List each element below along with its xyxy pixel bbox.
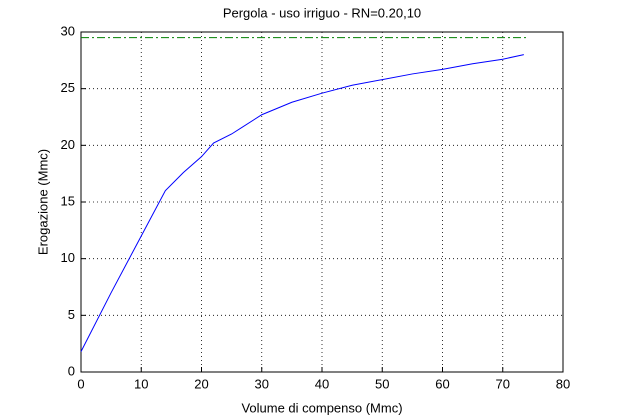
x-tick-label: 50 <box>375 376 389 391</box>
x-tick-label: 70 <box>496 376 510 391</box>
y-tick-label: 30 <box>61 23 75 38</box>
x-tick-label: 0 <box>77 376 84 391</box>
y-tick-label: 5 <box>68 307 75 322</box>
x-tick-label: 30 <box>255 376 269 391</box>
y-tick-label: 20 <box>61 137 75 152</box>
data-line <box>80 54 524 352</box>
y-tick-label: 10 <box>61 250 75 265</box>
x-axis-label: Volume di compenso (Mmc) <box>241 400 402 415</box>
plot-frame <box>80 31 564 373</box>
y-axis-label: Erogazione (Mmc) <box>35 149 50 255</box>
x-tick-label: 20 <box>194 376 208 391</box>
y-tick-label: 15 <box>61 193 75 208</box>
chart-title: Pergola - uso irriguo - RN=0.20,10 <box>223 5 421 20</box>
x-tick-label: 60 <box>435 376 449 391</box>
x-tick-label: 40 <box>315 376 329 391</box>
x-tick-label: 10 <box>134 376 148 391</box>
x-tick-label: 80 <box>556 376 570 391</box>
y-tick-label: 25 <box>61 80 75 95</box>
y-tick-label: 0 <box>68 363 75 378</box>
